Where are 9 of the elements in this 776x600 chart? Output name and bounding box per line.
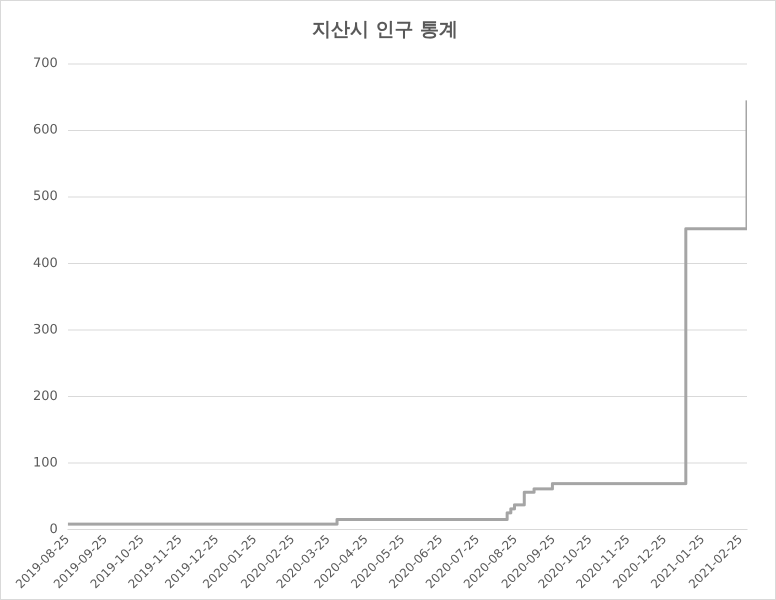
y-tick-label: 700	[32, 56, 58, 72]
chart-title: 지산시 인구 통계	[312, 18, 458, 40]
y-tick-label: 600	[32, 122, 58, 138]
y-tick-label: 500	[32, 189, 58, 204]
y-tick-label: 400	[32, 256, 58, 271]
y-tick-label: 100	[32, 455, 58, 470]
y-tick-label: 0	[50, 522, 58, 537]
y-tick-label: 200	[32, 388, 58, 404]
y-tick-label: 300	[32, 322, 58, 338]
